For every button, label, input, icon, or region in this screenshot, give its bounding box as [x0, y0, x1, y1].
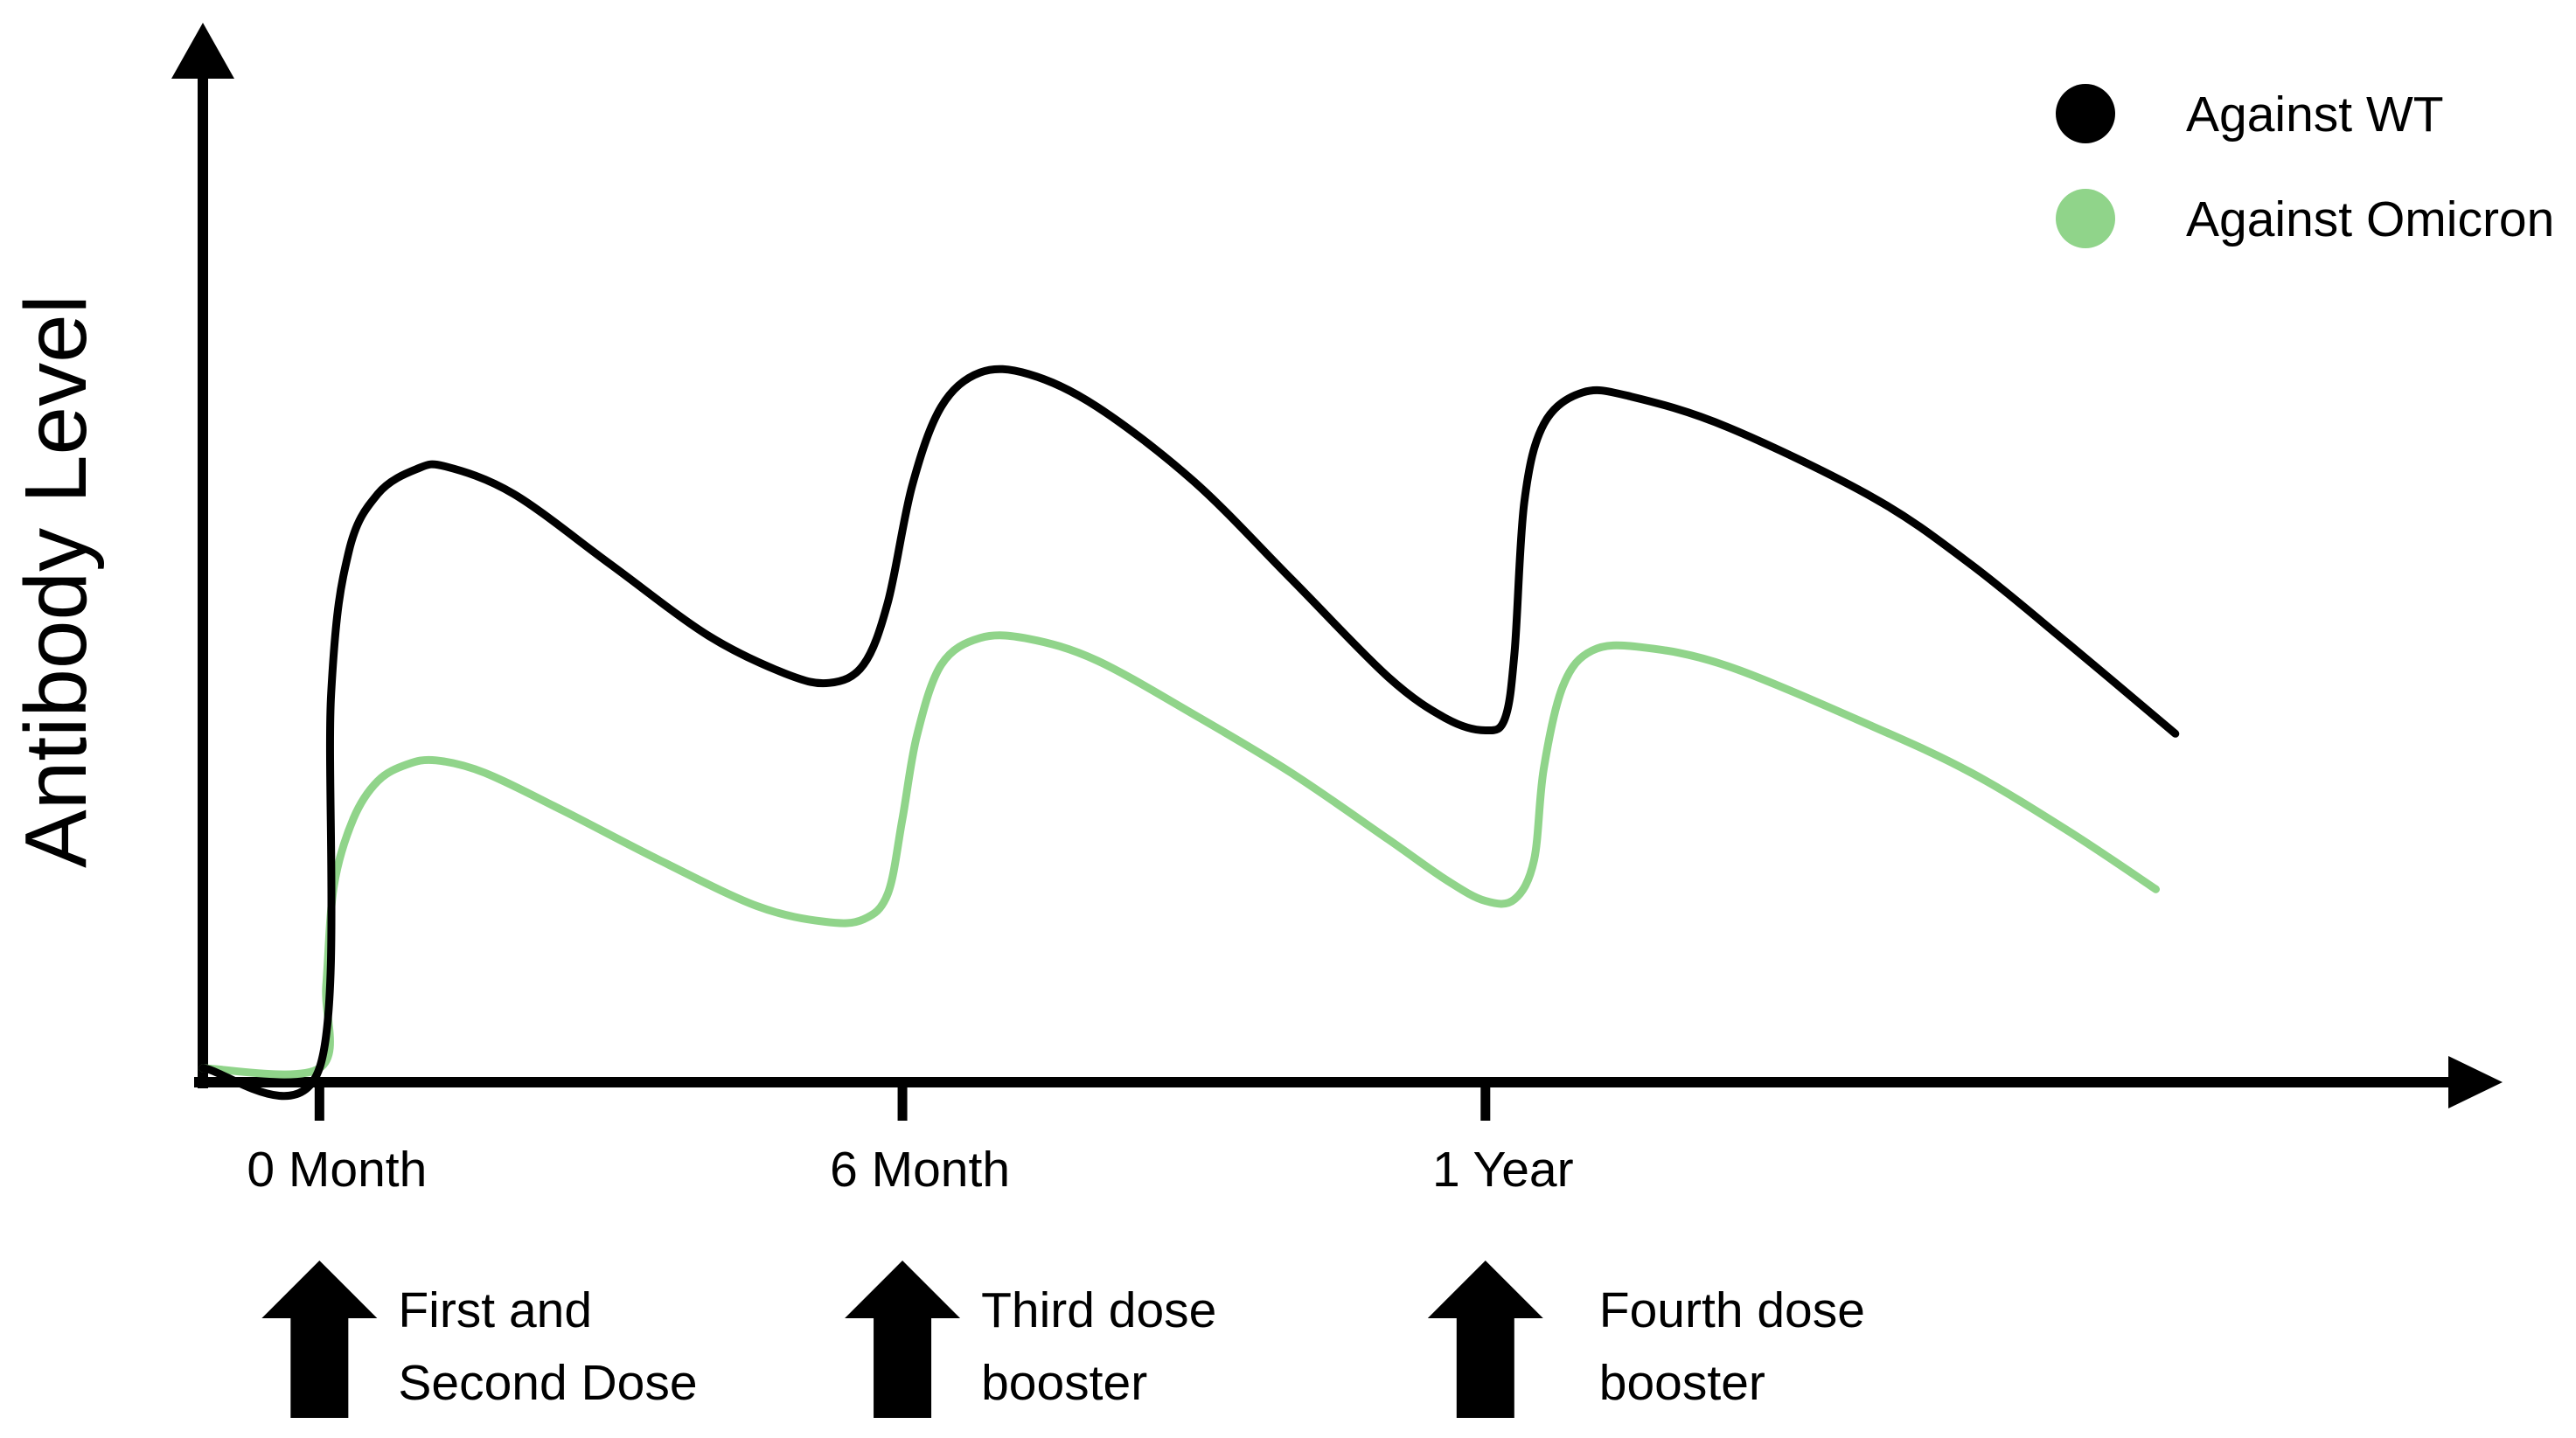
dose-label: Second Dose [398, 1355, 697, 1411]
legend: Against WT Against Omicron [2056, 84, 2554, 248]
dose-label: booster [1599, 1355, 1765, 1411]
x-tick-label: 1 Year [1432, 1142, 1574, 1198]
dose-label: Third dose [981, 1282, 1216, 1338]
dose-arrow-icon [261, 1261, 378, 1418]
dose-arrow-icon [845, 1261, 961, 1418]
y-axis-arrowhead [171, 23, 234, 79]
legend-marker [2056, 84, 2115, 143]
y-axis-label: Antibody Level [7, 295, 105, 868]
dose-label: First and [398, 1282, 592, 1338]
dose-arrow-icon [1427, 1261, 1543, 1418]
series-layer [198, 365, 2180, 1101]
dose-label: Fourth dose [1599, 1282, 1865, 1338]
legend-label: Against WT [2186, 87, 2444, 142]
x-ticks: 0 Month 6 Month 1 Year [247, 1082, 1574, 1198]
x-tick-label: 6 Month [830, 1142, 1010, 1198]
axes [171, 23, 2503, 1108]
series-line-against-wt [198, 365, 2180, 1101]
dose-markers: First and Second Dose Third dose booster Fou… [261, 1261, 1865, 1418]
legend-marker [2056, 189, 2115, 248]
x-tick-label: 0 Month [247, 1142, 427, 1198]
legend-label: Against Omicron [2186, 191, 2554, 247]
series-line-against-omicron [198, 631, 2160, 1079]
dose-label: booster [981, 1355, 1147, 1411]
x-axis-arrowhead [2448, 1056, 2503, 1108]
